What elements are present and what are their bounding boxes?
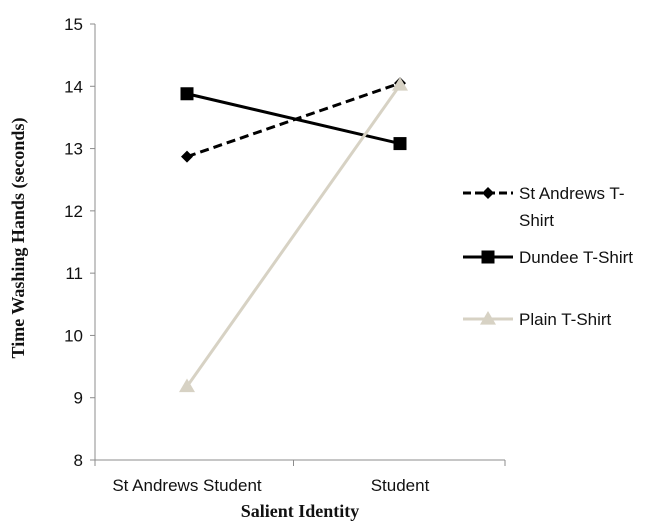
- y-tick-label: 14: [64, 77, 83, 96]
- series-line: [185, 84, 402, 388]
- y-tick-label: 9: [74, 389, 83, 408]
- legend-item-0: St Andrews T- Shirt: [463, 184, 625, 230]
- legend-item-2: Plain T-Shirt: [463, 310, 612, 329]
- legend-label: Shirt: [519, 211, 554, 230]
- y-tick-label: 12: [64, 202, 83, 221]
- data-point: [179, 378, 195, 393]
- y-axis-ticks: 8 9 10 11 12 13 14 15: [64, 15, 95, 470]
- y-tick-label: 13: [64, 140, 83, 159]
- legend: St Andrews T- Shirt Dundee T-Shirt Plain T-…: [463, 184, 633, 329]
- data-point: [392, 77, 408, 91]
- legend-marker: [482, 187, 494, 199]
- y-tick-label: 8: [74, 451, 83, 470]
- y-tick-label: 11: [65, 264, 83, 283]
- x-tick-label: Student: [371, 476, 430, 495]
- x-axis-ticks: St Andrews Student Student: [94, 460, 506, 495]
- series-line: [186, 92, 401, 146]
- series-2: [179, 77, 408, 393]
- data-point: [181, 150, 193, 163]
- legend-item-1: Dundee T-Shirt: [463, 248, 633, 267]
- chart-axes: [94, 24, 505, 461]
- series-1: [180, 87, 407, 151]
- x-tick-label: St Andrews Student: [112, 476, 262, 495]
- data-point: [393, 137, 407, 151]
- y-tick-label: 15: [64, 15, 83, 34]
- legend-marker: [480, 311, 496, 325]
- y-tick-label: 10: [64, 326, 83, 345]
- legend-label: Dundee T-Shirt: [519, 248, 633, 267]
- legend-label: Plain T-Shirt: [519, 310, 612, 329]
- x-axis-title: Salient Identity: [241, 501, 360, 521]
- y-axis-title: Time Washing Hands (seconds): [8, 118, 29, 359]
- legend-marker: [481, 250, 495, 264]
- legend-label: St Andrews T-: [519, 184, 625, 203]
- data-point: [180, 87, 194, 101]
- series-layer: [179, 77, 408, 393]
